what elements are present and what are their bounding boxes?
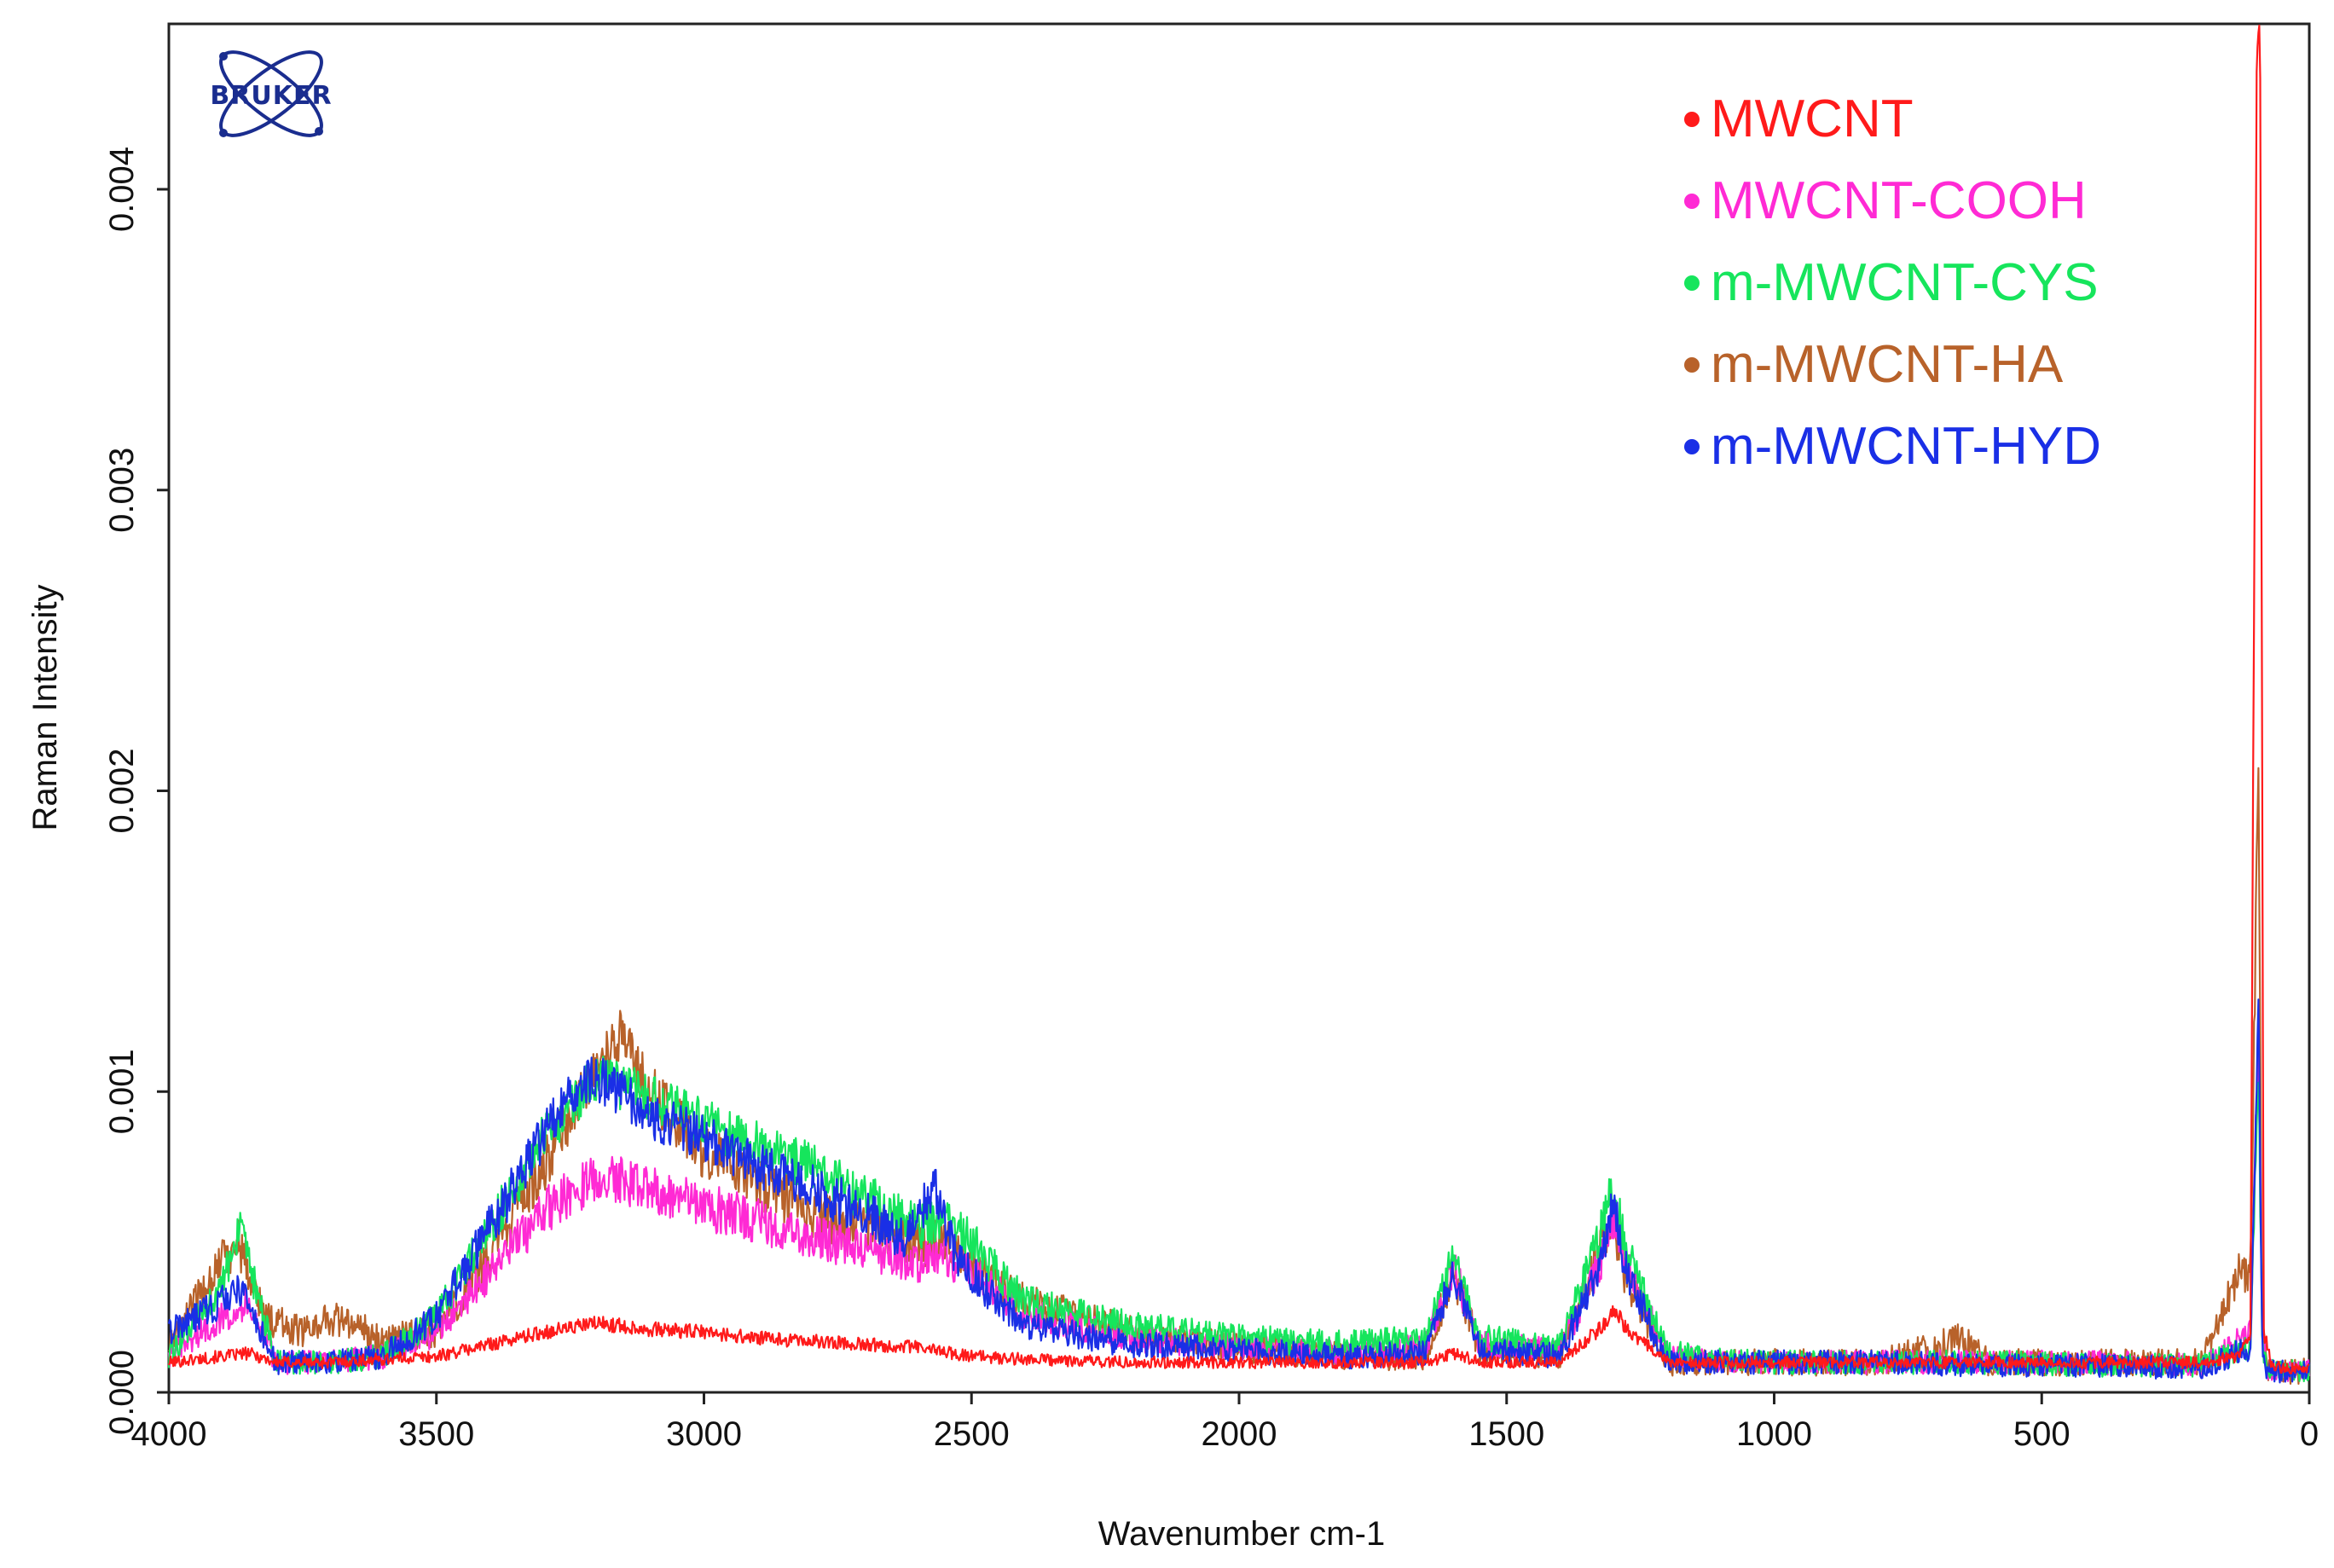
legend-marker bbox=[1684, 112, 1700, 127]
y-tick-label: 0.004 bbox=[103, 147, 141, 232]
x-tick-label: 2500 bbox=[934, 1415, 1010, 1453]
legend: MWCNT MWCNT-COOH m-MWCNT-CYS m-MWCNT-HA m-MW… bbox=[1684, 90, 2101, 476]
logo-dot-a bbox=[219, 52, 228, 61]
legend-entry: m-MWCNT-CYS bbox=[1711, 253, 2099, 312]
x-tick-label: 3000 bbox=[666, 1415, 742, 1453]
y-tick-label: 0.000 bbox=[103, 1350, 141, 1435]
x-tick-label: 0 bbox=[2300, 1415, 2319, 1453]
legend-marker bbox=[1684, 194, 1700, 209]
x-tick-label: 3500 bbox=[398, 1415, 474, 1453]
series-line-m-mwcnt-hyd bbox=[167, 998, 2311, 1384]
y-tick-label: 0.002 bbox=[103, 748, 141, 833]
y-axis-title: Raman Intensity bbox=[26, 584, 64, 830]
legend-marker bbox=[1684, 357, 1700, 373]
series-layer bbox=[167, 24, 2311, 1386]
series-line-m-mwcnt-ha bbox=[167, 767, 2310, 1386]
logo-dot-c bbox=[219, 129, 228, 137]
x-tick-label: 500 bbox=[2013, 1415, 2070, 1453]
legend-marker bbox=[1684, 439, 1700, 454]
x-axis: 4000 3500 3000 2500 2000 1500 1000 500 0 bbox=[131, 1392, 2319, 1453]
legend-entry: MWCNT-COOH bbox=[1711, 171, 2087, 230]
y-tick-label: 0.003 bbox=[103, 448, 141, 533]
y-tick-label: 0.001 bbox=[103, 1049, 141, 1134]
y-axis: 0.000 0.001 0.002 0.003 0.004 bbox=[103, 147, 169, 1435]
series-line-mwcnt bbox=[167, 24, 2310, 1375]
legend-entry: m-MWCNT-HYD bbox=[1711, 417, 2101, 476]
legend-marker bbox=[1684, 275, 1700, 291]
x-tick-label: 4000 bbox=[131, 1415, 207, 1453]
x-tick-label: 1000 bbox=[1736, 1415, 1812, 1453]
x-axis-title: Wavenumber cm-1 bbox=[1098, 1515, 1385, 1553]
legend-entry: m-MWCNT-HA bbox=[1711, 335, 2064, 394]
logo-dot-b bbox=[315, 127, 323, 136]
x-tick-label: 2000 bbox=[1202, 1415, 1277, 1453]
x-tick-label: 1500 bbox=[1468, 1415, 1544, 1453]
logo-text: BRUKER bbox=[210, 81, 332, 111]
legend-entry: MWCNT bbox=[1711, 90, 1914, 148]
bruker-logo: BRUKER bbox=[210, 50, 332, 137]
